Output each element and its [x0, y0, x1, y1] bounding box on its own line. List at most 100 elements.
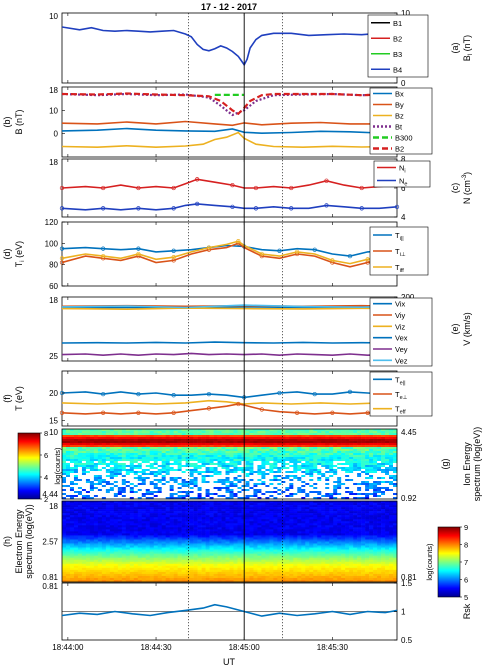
spectrum-cell — [65, 495, 71, 498]
spectrum-cell — [89, 537, 95, 540]
spectrum-cell — [273, 477, 278, 480]
spectrum-cell — [289, 455, 294, 458]
spectrum-cell — [65, 461, 71, 464]
spectrum-cell — [381, 445, 386, 448]
spectrum-cell — [205, 513, 210, 516]
spectrum-cell — [205, 431, 210, 434]
spectrum-cell — [177, 535, 182, 538]
spectrum-cell — [101, 503, 107, 506]
spectrum-cell — [157, 447, 163, 450]
spectrum-cell — [241, 521, 246, 524]
spectrum-cell — [205, 457, 210, 460]
spectrum-cell — [241, 537, 246, 540]
spectrum-cell — [337, 493, 342, 496]
spectrum-cell — [349, 481, 354, 484]
spectrum-cell — [317, 471, 322, 474]
spectrum-cell — [149, 541, 155, 544]
spectrum-cell — [185, 457, 190, 460]
spectrum-cell — [117, 491, 123, 494]
spectrum-cell — [349, 455, 354, 458]
spectrum-cell — [81, 529, 87, 532]
spectrum-cell — [257, 529, 262, 532]
spectrum-cell — [197, 537, 202, 540]
spectrum-cell — [177, 503, 182, 506]
spectrum-cell — [329, 525, 334, 528]
spectrum-cell — [369, 487, 374, 490]
spectrum-cell — [377, 495, 382, 498]
spectrum-cell — [165, 447, 170, 450]
spectrum-cell — [329, 461, 334, 464]
series-f-te — [62, 391, 397, 399]
spectrum-cell — [313, 477, 318, 480]
spectrum-cell — [269, 541, 274, 544]
spectrum-cell — [385, 519, 390, 522]
spectrum-cell — [85, 433, 91, 436]
spectrum-cell — [393, 503, 398, 506]
spectrum-cell — [133, 439, 139, 442]
spectrum-cell — [277, 469, 282, 472]
spectrum-cell — [333, 451, 338, 454]
spectrum-cell — [113, 455, 119, 458]
spectrum-cell — [293, 477, 298, 480]
spectrum-cell — [377, 431, 382, 434]
spectrum-cell — [293, 533, 298, 536]
spectrum-cell — [129, 519, 135, 522]
spectrum-cell — [269, 445, 274, 448]
spectrum-cell — [221, 515, 226, 518]
spectrum-cell — [189, 497, 194, 500]
spectrum-cell — [81, 453, 87, 456]
spectrum-cell — [289, 525, 294, 528]
spectrum-cell — [365, 461, 370, 464]
spectrum-cell — [229, 479, 234, 482]
left-edge-label: 0.81 — [42, 582, 58, 591]
spectrum-cell — [305, 501, 310, 504]
spectrum-cell — [101, 441, 107, 444]
spectrum-cell — [125, 527, 131, 530]
series-point — [277, 248, 282, 253]
spectrum-cell — [301, 479, 306, 482]
spectrum-cell — [349, 483, 354, 486]
spectrum-cell — [313, 497, 318, 500]
spectrum-cell — [241, 457, 246, 460]
spectrum-cell — [333, 539, 338, 542]
spectrum-cell — [205, 487, 210, 490]
spectrum-cell — [121, 477, 127, 480]
spectrum-cell — [197, 453, 202, 456]
spectrum-cell — [385, 451, 390, 454]
spectrum-cell — [181, 537, 186, 540]
spectrum-cell — [273, 473, 278, 476]
spectrum-cell — [117, 531, 123, 534]
spectrum-cell — [97, 505, 103, 508]
spectrum-cell — [109, 447, 115, 450]
spectrum-cell — [177, 495, 182, 498]
spectrum-cell — [93, 489, 99, 492]
spectrum-cell — [269, 475, 274, 478]
spectrum-cell — [145, 443, 151, 446]
spectrum-cell — [157, 541, 163, 544]
spectrum-cell — [217, 537, 222, 540]
spectrum-cell — [261, 471, 266, 474]
series-point — [312, 247, 317, 252]
spectrum-cell — [297, 537, 302, 540]
spectrum-cell — [289, 437, 294, 440]
spectrum-cell — [273, 479, 278, 482]
spectrum-cell — [321, 439, 326, 442]
spectrum-cell — [129, 439, 135, 442]
spectrum-cell — [265, 449, 270, 452]
spectrum-cell — [109, 443, 115, 446]
spectrum-cell — [149, 431, 155, 434]
spectrum-cell — [393, 507, 398, 510]
spectrum-cell — [145, 491, 151, 494]
spectrum-cell — [365, 505, 370, 508]
spectrum-cell — [137, 525, 143, 528]
spectrum-cell — [157, 485, 163, 488]
spectrum-cell — [197, 491, 202, 494]
spectrum-cell — [161, 449, 166, 452]
spectrum-cell — [257, 439, 262, 442]
spectrum-cell — [325, 451, 330, 454]
spectrum-cell — [101, 537, 107, 540]
spectrum-cell — [85, 443, 91, 446]
spectrum-cell — [357, 479, 362, 482]
spectrum-cell — [77, 481, 83, 484]
spectrum-cell — [225, 439, 230, 442]
